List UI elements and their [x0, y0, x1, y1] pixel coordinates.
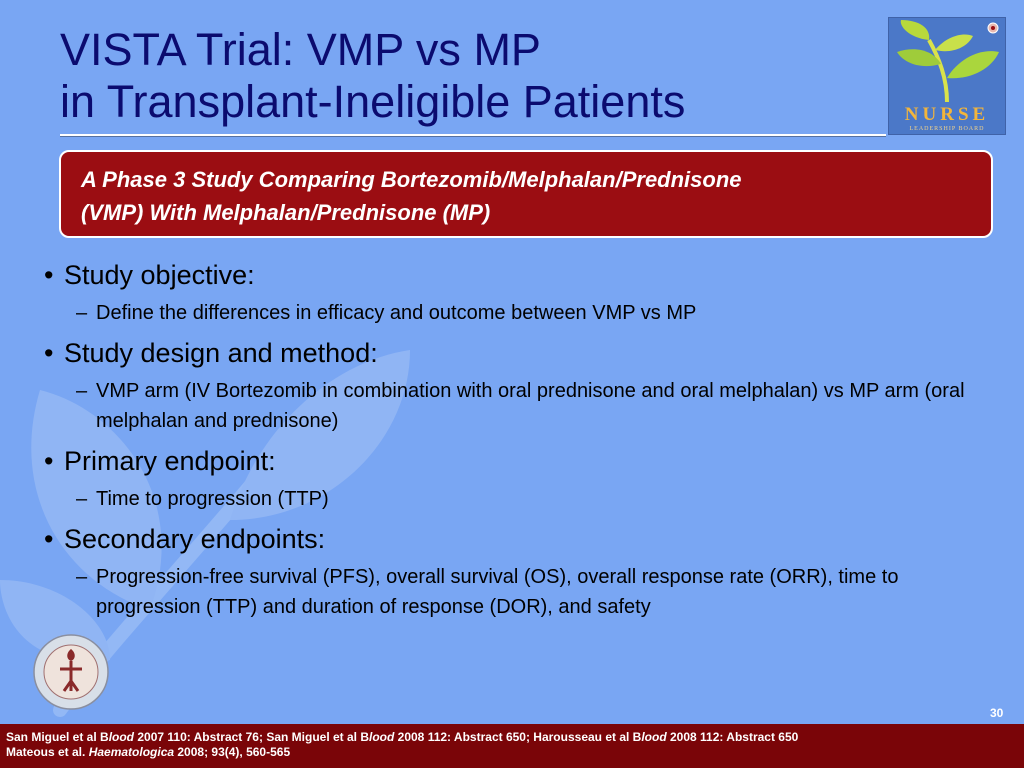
dash-icon: – — [76, 380, 88, 402]
title-line-2: in Transplant-Ineligible Patients — [60, 76, 686, 127]
ref-italic: lood — [108, 730, 135, 744]
bullet-icon: • — [44, 524, 54, 554]
ref-text: 2008 112: Abstract 650 — [666, 730, 799, 744]
bullet-secondary-endpoints: • Secondary endpoints: — [44, 522, 994, 556]
sub-bullet-study-design: – VMP arm (IV Bortezomib in combination … — [44, 376, 994, 436]
title-line-1: VISTA Trial: VMP vs MP — [60, 24, 541, 75]
plant-sprout-icon — [897, 20, 999, 103]
sub-bullet-text: VMP arm (IV Bortezomib in combination wi… — [96, 380, 965, 432]
bullet-text: Secondary endpoints: — [64, 524, 326, 554]
bullet-text: Study objective: — [64, 260, 255, 290]
page-title: VISTA Trial: VMP vs MP in Transplant-Ine… — [60, 24, 880, 128]
banner-line-2: (VMP) With Melphalan/Prednisone (MP) — [81, 200, 491, 225]
sub-bullet-primary-endpoint: – Time to progression (TTP) — [44, 484, 994, 514]
ref-text: 2007 110: Abstract 76; San Miguel et al … — [134, 730, 369, 744]
title-divider — [60, 134, 886, 136]
dash-icon: – — [76, 302, 88, 324]
page-number: 30 — [990, 706, 1004, 720]
bullet-primary-endpoint: • Primary endpoint: — [44, 444, 994, 478]
dash-icon: – — [76, 488, 88, 510]
bullet-study-objective: • Study objective: — [44, 258, 994, 292]
bullet-icon: • — [44, 338, 54, 368]
bullet-study-design: • Study design and method: — [44, 336, 994, 370]
ref-text: San Miguel et al B — [6, 730, 109, 744]
banner-line-1: A Phase 3 Study Comparing Bortezomib/Mel… — [81, 167, 742, 192]
sub-bullet-text: Define the differences in efficacy and o… — [96, 302, 697, 324]
dash-icon: – — [76, 566, 88, 588]
medical-seal-icon — [33, 634, 109, 710]
study-banner: A Phase 3 Study Comparing Bortezomib/Mel… — [59, 150, 993, 238]
ref-text: Mateous et al. — [6, 745, 89, 759]
ref-italic: Haematologica — [88, 745, 175, 759]
bullet-icon: • — [44, 446, 54, 476]
bullet-list: • Study objective: – Define the differen… — [44, 254, 994, 630]
nurse-leadership-board-logo: NURSE LEADERSHIP BOARD — [888, 17, 1006, 135]
logo-wordmark: NURSE — [904, 104, 990, 125]
sub-bullet-secondary-endpoints: – Progression-free survival (PFS), overa… — [44, 562, 994, 622]
bullet-text: Study design and method: — [64, 338, 378, 368]
sub-bullet-text: Time to progression (TTP) — [96, 488, 329, 510]
ref-italic: lood — [641, 730, 667, 744]
sub-bullet-study-objective: – Define the differences in efficacy and… — [44, 298, 994, 328]
ref-text: 2008; 93(4), 560-565 — [174, 745, 291, 759]
logo-subtext: LEADERSHIP BOARD — [909, 126, 985, 132]
bullet-icon: • — [44, 260, 54, 290]
reference-line-2: Mateous et al. Haematologica 2008; 93(4)… — [6, 745, 1024, 760]
ref-italic: lood — [369, 730, 395, 744]
references-footer: San Miguel et al Blood 2007 110: Abstrac… — [0, 724, 1024, 768]
bullet-text: Primary endpoint: — [64, 446, 276, 476]
reference-line-1: San Miguel et al Blood 2007 110: Abstrac… — [6, 730, 1024, 745]
sub-bullet-text: Progression-free survival (PFS), overall… — [96, 566, 899, 618]
ref-text: 2008 112: Abstract 650; Harousseau et al… — [394, 730, 642, 744]
